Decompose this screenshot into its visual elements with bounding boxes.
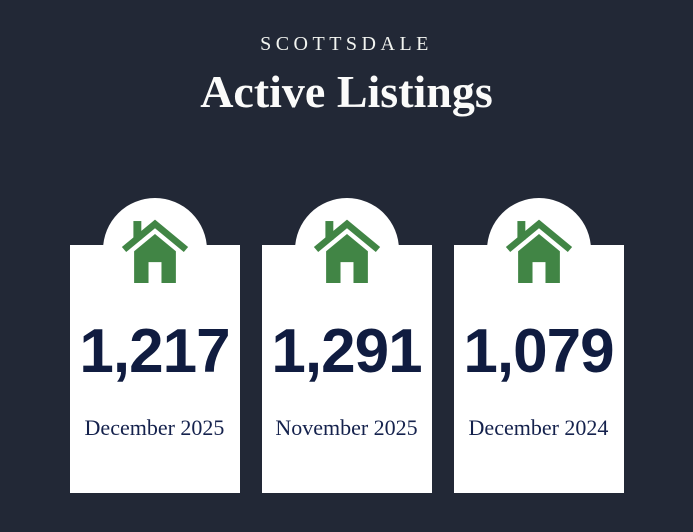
house-icon — [103, 216, 207, 288]
location-eyebrow: SCOTTSDALE — [260, 33, 433, 55]
listing-count: 1,291 — [271, 317, 422, 386]
stat-cards-row: 1,217 December 2025 1,291 November 2025 — [0, 198, 693, 493]
house-icon — [295, 216, 399, 288]
stat-card-december-2024: 1,079 December 2024 — [453, 198, 624, 493]
stat-card-november-2025: 1,291 November 2025 — [261, 198, 432, 493]
listing-count: 1,079 — [463, 317, 614, 386]
icon-circle — [486, 198, 591, 302]
house-icon — [487, 216, 591, 288]
icon-circle — [102, 198, 207, 302]
listing-count: 1,217 — [79, 317, 230, 386]
icon-circle — [294, 198, 399, 302]
period-label: December 2024 — [468, 415, 609, 440]
infographic-canvas: { "header": { "eyebrow": "SCOTTSDALE", "… — [0, 33, 693, 532]
page-title: Active Listings — [200, 66, 493, 117]
period-label: November 2025 — [275, 415, 418, 440]
period-label: December 2025 — [84, 415, 225, 440]
stat-card-december-2025: 1,217 December 2025 — [69, 198, 240, 493]
